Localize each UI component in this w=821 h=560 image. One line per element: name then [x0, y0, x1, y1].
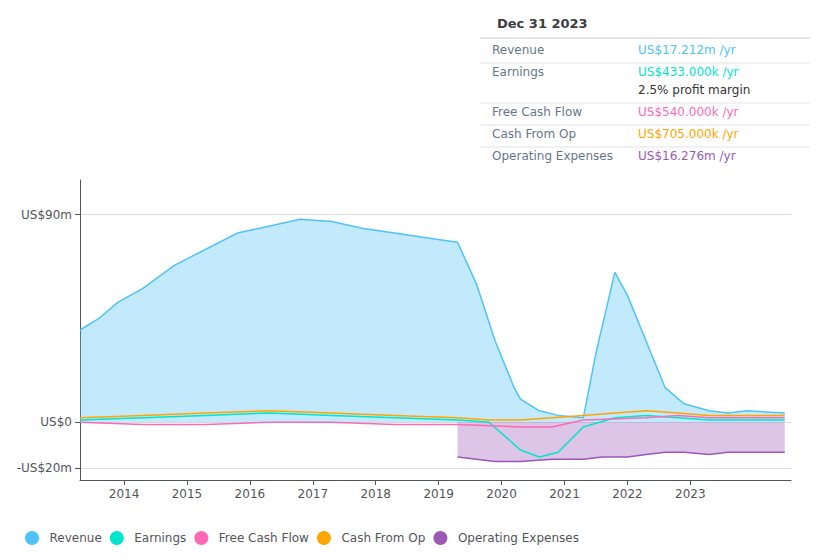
svg-text:Operating Expenses: Operating Expenses	[458, 531, 579, 545]
svg-text:2015: 2015	[172, 487, 203, 501]
svg-text:US$90m: US$90m	[21, 208, 72, 222]
svg-text:Earnings: Earnings	[492, 65, 544, 79]
svg-text:-US$20m: -US$20m	[17, 461, 72, 475]
svg-text:2017: 2017	[298, 487, 329, 501]
svg-text:US$17.212m /yr: US$17.212m /yr	[638, 43, 736, 57]
svg-text:Revenue: Revenue	[50, 531, 102, 545]
svg-text:Free Cash Flow: Free Cash Flow	[219, 531, 309, 545]
svg-text:US$540.000k /yr: US$540.000k /yr	[638, 105, 739, 119]
svg-text:2019: 2019	[423, 487, 454, 501]
svg-text:Cash From Op: Cash From Op	[341, 531, 425, 545]
svg-text:Free Cash Flow: Free Cash Flow	[492, 105, 582, 119]
svg-text:US$16.276m /yr: US$16.276m /yr	[638, 149, 736, 163]
svg-text:2022: 2022	[612, 487, 643, 501]
svg-text:Cash From Op: Cash From Op	[492, 127, 576, 141]
svg-text:Revenue: Revenue	[492, 43, 544, 57]
svg-text:US$0: US$0	[40, 415, 72, 429]
svg-text:Dec 31 2023: Dec 31 2023	[497, 16, 588, 31]
svg-text:2014: 2014	[109, 487, 140, 501]
svg-text:Earnings: Earnings	[134, 531, 186, 545]
svg-text:US$433.000k /yr: US$433.000k /yr	[638, 65, 739, 79]
svg-text:2021: 2021	[549, 487, 580, 501]
svg-text:2.5% profit margin: 2.5% profit margin	[638, 83, 750, 97]
svg-text:Operating Expenses: Operating Expenses	[492, 149, 613, 163]
svg-text:2016: 2016	[235, 487, 266, 501]
svg-text:2020: 2020	[486, 487, 517, 501]
svg-text:US$705.000k /yr: US$705.000k /yr	[638, 127, 739, 141]
svg-text:2018: 2018	[360, 487, 391, 501]
svg-text:2023: 2023	[675, 487, 706, 501]
